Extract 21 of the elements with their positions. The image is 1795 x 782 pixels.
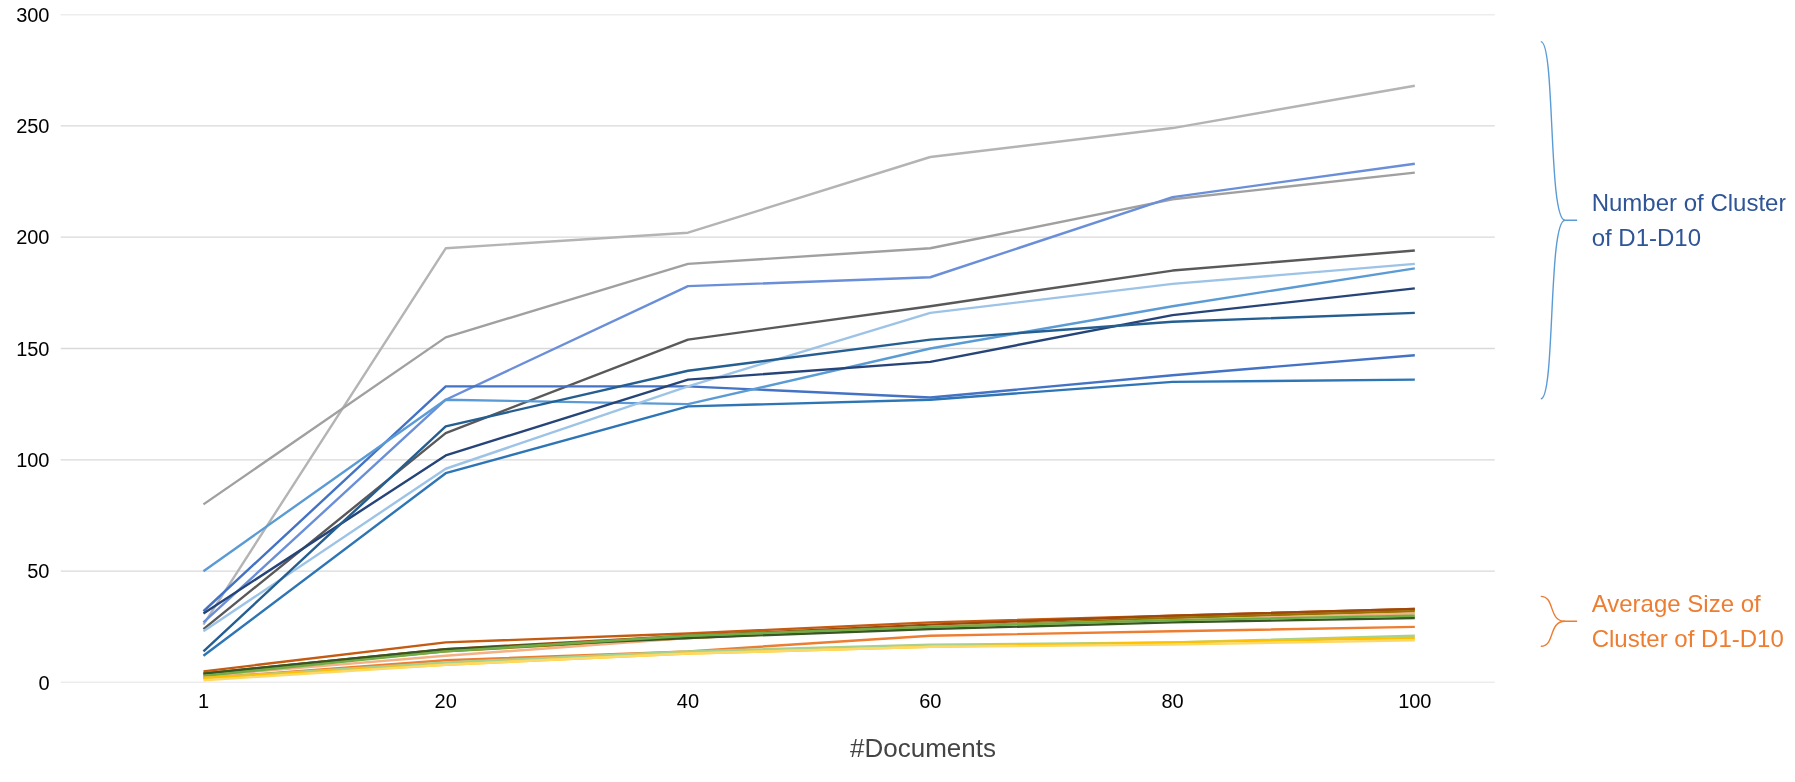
y-tick-label: 100 [16,448,50,471]
x-tick-label: 1 [197,689,210,712]
line-series [202,171,1417,506]
line-series [202,267,1417,573]
y-tick-label: 250 [16,114,50,137]
y-tick-label: 300 [16,3,50,26]
line-series [202,311,1417,653]
line-series [202,378,1417,657]
x-axis-title: #Documents [850,732,996,763]
line-series [202,353,1417,613]
x-tick-label: 80 [1161,689,1184,712]
text: Average Size of Cluster of D1-D10 [1591,590,1784,653]
y-tick-label: 50 [27,560,50,583]
y-tick-label: 150 [16,337,50,360]
y-tick-label: 0 [38,671,50,694]
x-tick-label: 60 [919,689,942,712]
x-tick-label: 20 [434,689,457,712]
text: Number of Cluster of D1-D10 [1591,189,1787,252]
y-tick-label: 200 [16,226,50,249]
x-tick-label: 40 [676,689,700,712]
x-tick-label: 100 [1398,689,1432,712]
